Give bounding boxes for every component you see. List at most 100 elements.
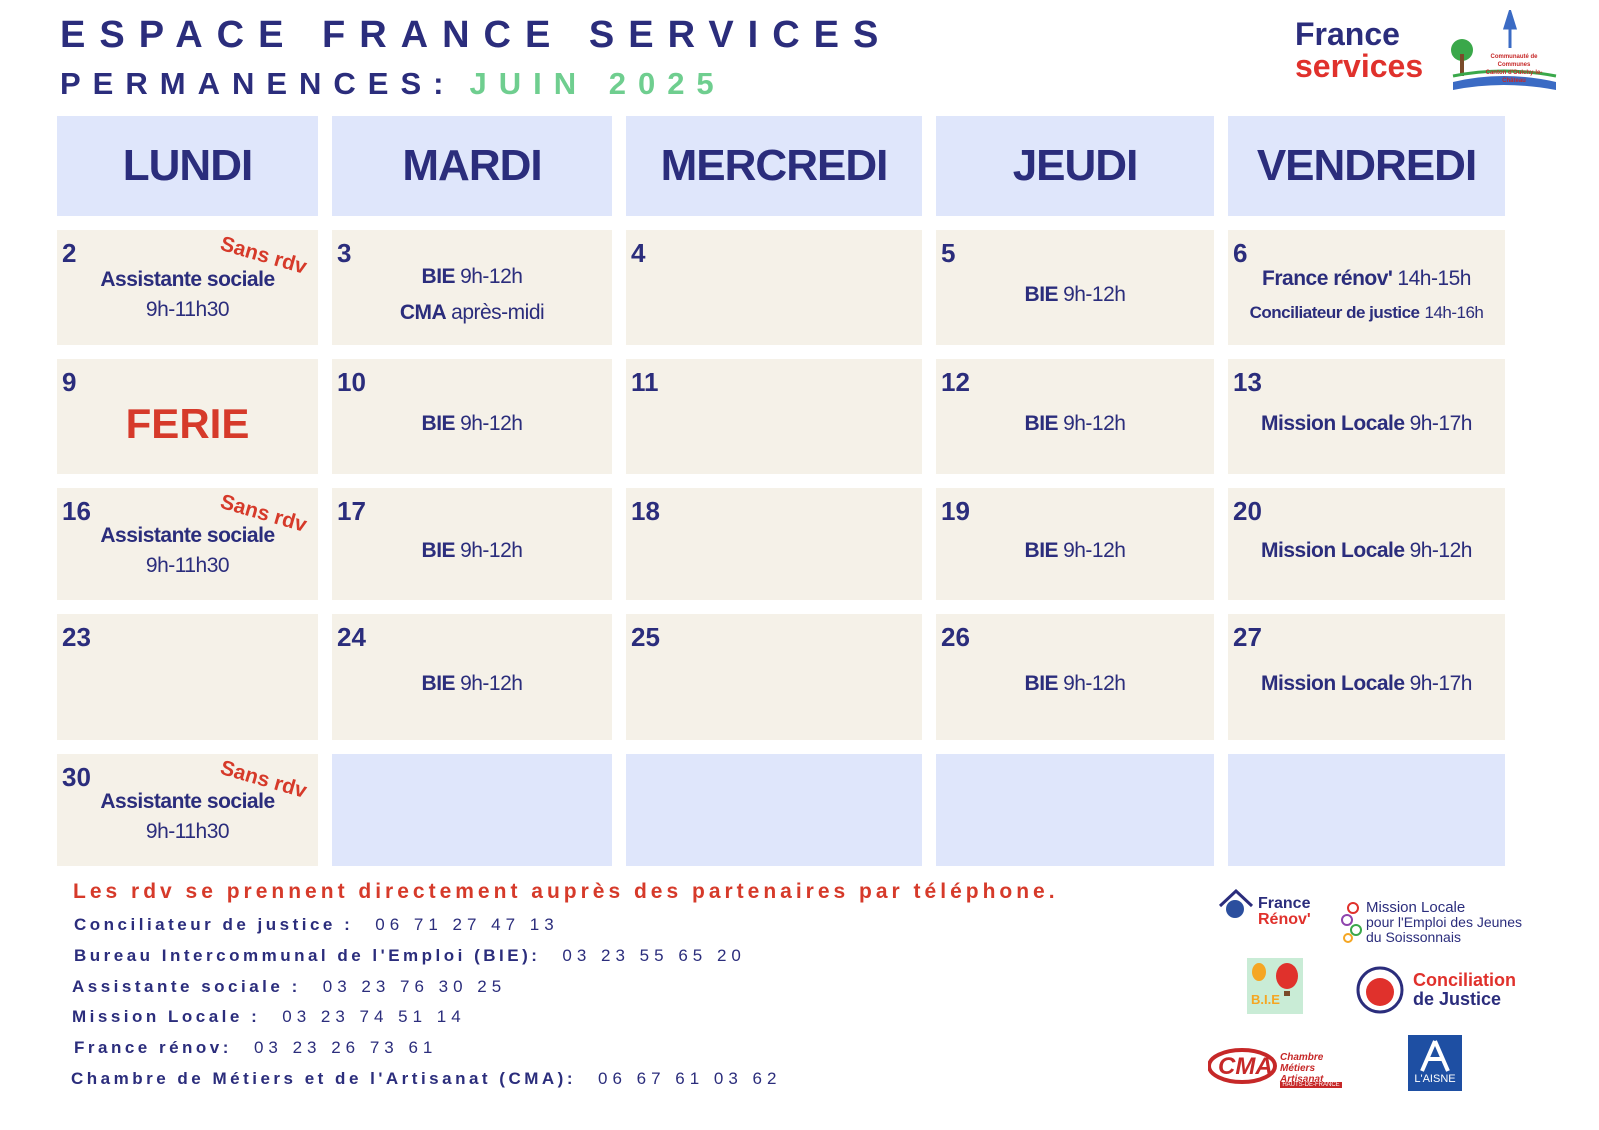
entry-time: 9h-12h [1063,282,1126,306]
day-number: 26 [941,622,970,652]
entry: BIE 9h-12h [422,672,523,696]
day-number: 4 [631,238,646,268]
cma-region: HAUTS-DE-FRANCE [1280,1082,1342,1088]
month: JUIN 2025 [469,66,726,101]
cma-icon [1207,1048,1277,1084]
day-number: 13 [1233,367,1262,397]
entry-name: CMA [399,300,447,324]
contact: Assistante sociale : 03 23 76 30 25 [72,977,506,997]
day-cell: 24 BIE 9h-12h [332,614,612,740]
contact-label: Mission Locale : [72,1007,261,1027]
entry: BIE 9h-12h [1025,539,1126,563]
entry: Assistante sociale [100,790,275,814]
entry: Conciliateur de justice 14h-16h [1250,303,1484,323]
bie-text: B.I.E [1251,992,1280,1007]
cma-logo: CMA Chambre Métiers Artisanat HAUTS-DE-F… [1207,1046,1342,1091]
contact-label: Bureau Intercommunal de l'Emploi (BIE): [74,945,541,965]
entry-time: 9h-12h [1063,539,1126,562]
bie-logo: B.I.E [1247,958,1303,1014]
entry: BIE 9h-12h [1025,283,1126,307]
day-header: MERCREDI [626,116,922,216]
entry-name: Conciliateur de justice [1249,302,1420,322]
cell-content: BIE 9h-12h [936,377,1214,470]
day-number: 5 [941,238,956,268]
day-number: 19 [941,496,970,526]
entry-time: 9h-17h [1409,411,1473,435]
title: ESPACE FRANCE SERVICES [60,14,893,56]
cell-content: Assistante sociale 9h-11h30 [57,506,318,596]
ml-icon [1341,902,1362,943]
canton-name: Canton d'Oulchy-le-Château [1485,70,1543,84]
cell-content: BIE 9h-12h [936,506,1214,596]
conciliation-logo: Conciliation de Justice [1355,965,1516,1020]
entry: 9h-11h30 [145,554,230,578]
france-renov-logo: France Rénov' [1218,888,1311,928]
mission-locale-logo: Mission Locale pour l'Emploi des Jeunes du… [1340,900,1522,949]
day-cell [936,754,1214,866]
logo-line: France [1295,16,1400,52]
day-header: JEUDI [936,116,1214,216]
contact-phone: 03 23 55 65 20 [562,945,746,965]
day-cell: 12 BIE 9h-12h [936,359,1214,474]
entry-name: BIE [1024,411,1059,435]
entry-name: Mission Locale [1261,539,1405,562]
contact-phone: 03 23 74 51 14 [282,1007,466,1027]
day-cell: 30 Sans rdv Assistante sociale 9h-11h30 [57,754,318,866]
day-number: 9 [62,367,77,397]
ml-line: pour l'Emploi des Jeunes [1366,914,1522,930]
ml-text: Mission Locale pour l'Emploi des Jeunes du… [1366,900,1522,945]
contact: Mission Locale : 03 23 74 51 14 [72,1007,466,1027]
contact-label: Conciliateur de justice : [74,915,354,934]
cell-content: BIE 9h-12h [936,632,1214,736]
entry-time: 9h-17h [1409,672,1473,695]
subtitle-label: PERMANENCES: [60,66,456,101]
cell-content [626,377,922,470]
day-cell: 2 Sans rdv Assistante sociale 9h-11h30 [57,230,318,345]
cell-content [626,248,922,341]
notice: Les rdv se prennent directement auprès d… [73,880,1059,903]
entry-time: 9h-12h [460,264,523,288]
day-cell [332,754,612,866]
cell-content: France rénov' 14h-15h Conciliateur de just… [1228,248,1505,341]
france-services-logo: France services [1295,18,1423,82]
day-cell [1228,754,1505,866]
holiday: FERIE [125,399,250,447]
entry-time: 9h-11h30 [145,297,230,321]
bie-icon [1252,963,1298,996]
day-number: 6 [1233,238,1248,268]
subtitle: PERMANENCES: JUIN 2025 [60,66,726,102]
logo-line: services [1295,48,1424,84]
entry-time: 9h-12h [460,539,523,562]
contact-label: Chambre de Métiers et de l'Artisanat (CM… [71,1069,576,1088]
contact-label: France rénov: [74,1038,232,1058]
contact: Conciliateur de justice : 06 71 27 47 13 [74,915,559,935]
entry: BIE 9h-12h [1025,412,1126,436]
entry: France rénov' 14h-15h [1262,267,1471,291]
entry-name: BIE [1024,282,1059,306]
ml-line: du Soissonnais [1366,929,1461,945]
cma-text: CMA [1218,1053,1273,1080]
entry-name: Mission Locale [1261,672,1405,695]
entry: Mission Locale 9h-17h [1261,672,1472,696]
day-cell: 26 BIE 9h-12h [936,614,1214,740]
entry-name: BIE [1024,672,1059,695]
renov-line: Rénov' [1258,911,1311,928]
cell-content: Mission Locale 9h-17h [1228,632,1505,736]
day-number: 3 [337,238,352,268]
entry-name: Assistante sociale [100,267,275,291]
conc-line: Conciliation [1413,970,1516,990]
entry-time: 9h-11h30 [145,554,230,577]
cell-content: BIE 9h-12h [332,506,612,596]
contact: Chambre de Métiers et de l'Artisanat (CM… [71,1069,781,1089]
renov-icon [1218,888,1254,918]
conciliation-icon [1356,966,1404,1014]
day-cell: 25 [626,614,922,740]
cell-content [57,632,318,736]
community-text: Communauté de Communes Canton d'Oulchy-le… [1474,53,1554,85]
day-cell: 20 Mission Locale 9h-12h [1228,488,1505,600]
ml-line: Mission Locale [1366,899,1466,916]
contact: France rénov: 03 23 26 73 61 [74,1038,437,1058]
day-number: 11 [631,367,659,397]
cell-content [1228,772,1505,862]
day-header: MARDI [332,116,612,216]
